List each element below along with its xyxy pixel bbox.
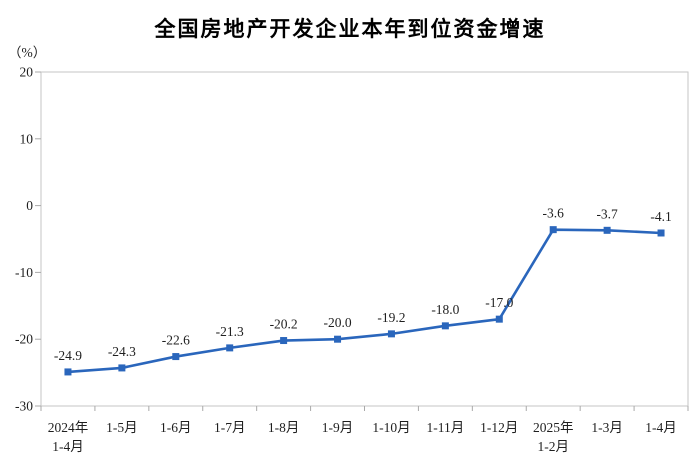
data-point-marker [387, 330, 395, 338]
x-axis-category-label: 1-2月 [537, 439, 569, 454]
x-axis-category-label: 1-11月 [427, 420, 465, 435]
y-axis-unit-label: （%） [8, 45, 47, 60]
y-axis-tick-label: -20 [15, 332, 33, 347]
data-point-marker [441, 322, 449, 330]
x-axis-category-label: 1-4月 [52, 439, 84, 454]
x-axis-category-label: 2024年 [48, 420, 89, 435]
x-axis-category-label: 1-12月 [480, 420, 518, 435]
data-point-label: -21.3 [216, 324, 244, 339]
data-point-label: -24.9 [54, 348, 82, 363]
x-axis-category-label: 2025年 [533, 420, 574, 435]
x-axis-category-label: 1-5月 [106, 420, 138, 435]
data-point-label: -20.2 [270, 317, 298, 332]
data-point-label: -3.7 [596, 206, 618, 221]
data-point-label: -17.0 [485, 295, 513, 310]
data-point-marker [64, 368, 72, 376]
x-axis-category-label: 1-6月 [160, 420, 192, 435]
data-point-marker [226, 344, 234, 352]
data-point-label: -4.1 [650, 209, 671, 224]
data-point-marker [334, 335, 342, 343]
y-axis-tick-label: -10 [15, 265, 33, 280]
x-axis-category-label: 1-7月 [214, 420, 246, 435]
x-axis-category-label: 1-9月 [322, 420, 354, 435]
data-point-marker [172, 353, 180, 361]
data-point-label: -24.3 [108, 344, 136, 359]
data-point-label: -20.0 [323, 315, 351, 330]
x-axis-category-label: 1-3月 [591, 420, 623, 435]
data-point-marker [603, 226, 611, 234]
data-point-marker [549, 226, 557, 234]
data-point-marker [657, 229, 665, 237]
y-axis-tick-label: -30 [15, 399, 33, 414]
data-point-label: -19.2 [377, 310, 405, 325]
x-axis-category-label: 1-10月 [372, 420, 410, 435]
y-axis-tick-label: 20 [20, 65, 34, 80]
x-axis-category-label: 1-8月 [268, 420, 300, 435]
data-point-marker [495, 315, 503, 323]
data-line [66, 228, 663, 374]
data-point-marker [118, 364, 126, 372]
plot-border [40, 71, 689, 407]
data-point-label: -3.6 [543, 206, 565, 221]
y-axis-tick-label: 10 [20, 131, 34, 146]
data-point-label: -18.0 [431, 302, 459, 317]
chart-title: 全国房地产开发企业本年到位资金增速 [154, 18, 546, 41]
data-point-label: -22.6 [162, 333, 190, 348]
y-axis-tick-label: 0 [26, 198, 33, 213]
data-point-marker [280, 337, 288, 345]
x-axis-category-label: 1-4月 [645, 420, 677, 435]
